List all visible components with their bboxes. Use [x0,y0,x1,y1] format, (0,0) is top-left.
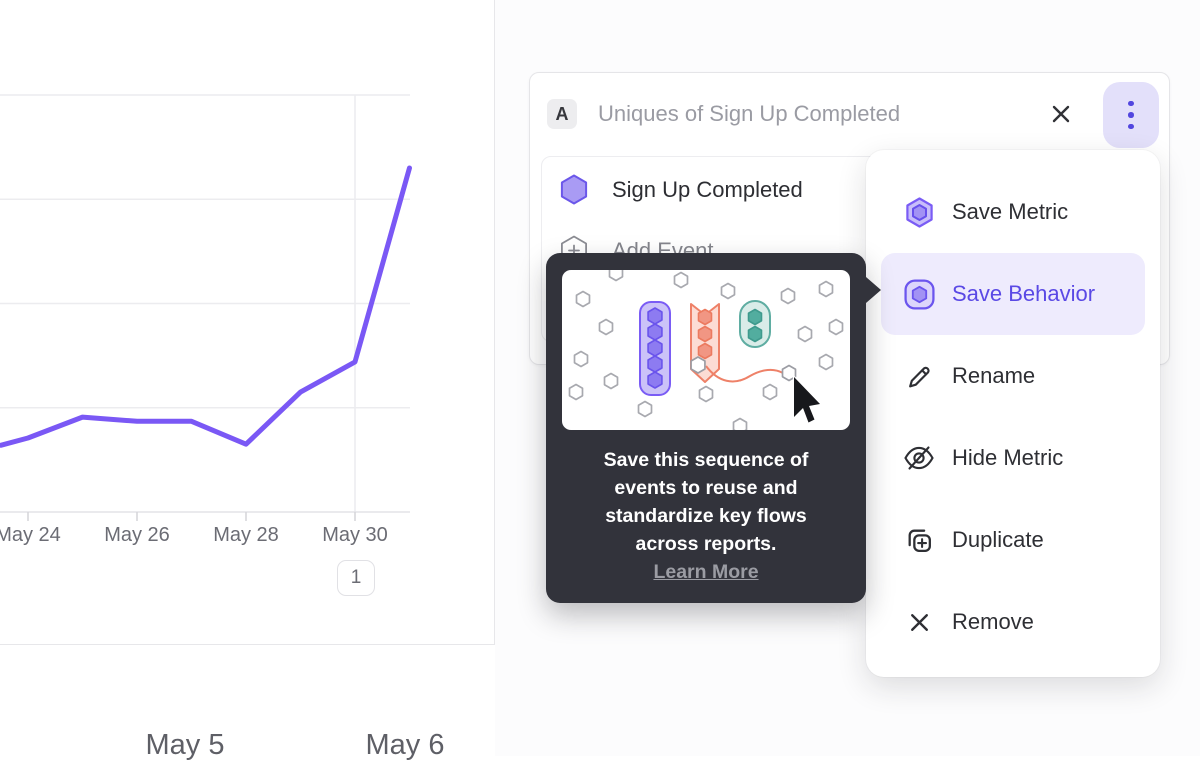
menu-item-label: Rename [952,363,1036,388]
tooltip-line: standardize key flows [605,505,807,527]
kebab-dot-icon [1128,123,1134,130]
annotation-marker[interactable]: 1 [337,560,375,596]
tooltip-line: across reports. [635,533,777,555]
metric-options-menu: Save Metric Save Behavior [866,150,1160,677]
menu-item-hide-metric[interactable]: Hide Metric [881,417,1145,499]
cursor-icon [792,375,822,424]
save-behavior-icon [902,277,936,311]
tooltip-text: Save this sequence of events to reuse an… [546,446,866,586]
event-label: Sign Up Completed [612,176,803,202]
menu-item-duplicate[interactable]: Duplicate [881,499,1145,581]
menu-item-label: Hide Metric [952,445,1064,470]
behavior-illustration-graphic [568,270,844,430]
x-tick-label: May 5 [145,729,225,761]
duplicate-icon [902,523,936,557]
kebab-dot-icon [1128,100,1134,107]
menu-item-label: Save Behavior [952,281,1096,306]
eye-off-icon [902,441,936,475]
x-tick-label: May 6 [365,729,445,761]
x-tick-label: May 26 [104,524,170,546]
x-tick-label: May 24 [0,524,61,546]
menu-item-label: Duplicate [952,527,1044,552]
x-tick-label: May 28 [213,524,279,546]
close-icon [1052,105,1070,123]
metric-letter-badge: A [547,99,577,129]
metric-options-kebab-button[interactable] [1103,82,1159,148]
menu-item-save-metric[interactable]: Save Metric [881,171,1145,253]
x-tick-label: May 30 [322,524,388,546]
second-chart-panel: May 5 May 6 [0,645,494,761]
menu-item-label: Save Metric [952,199,1069,224]
close-metric-button[interactable] [1048,101,1074,127]
save-metric-hexagon-icon [902,195,936,229]
line-chart-panel: May 24 May 26 May 28 May 30 1 [0,0,495,645]
tooltip-line: events to reuse and [614,477,798,499]
save-behavior-tooltip: Save this sequence of events to reuse an… [546,253,881,603]
tooltip-line: Save this sequence of [603,449,809,471]
line-chart [0,94,412,521]
event-row-sign-up-completed[interactable]: Sign Up Completed [560,174,803,205]
learn-more-link[interactable]: Learn More [653,561,759,583]
query-panel: A Uniques of Sign Up Completed Sign Up [495,0,1200,756]
behavior-illustration [562,270,850,430]
menu-item-rename[interactable]: Rename [881,335,1145,417]
menu-item-remove[interactable]: Remove [881,581,1145,663]
x-icon [902,605,936,639]
event-hexagon-icon [560,174,588,205]
menu-item-label: Remove [952,609,1034,634]
kebab-dot-icon [1128,112,1134,118]
pencil-icon [902,359,936,393]
menu-item-save-behavior[interactable]: Save Behavior [881,253,1145,335]
metric-title[interactable]: Uniques of Sign Up Completed [598,101,901,126]
